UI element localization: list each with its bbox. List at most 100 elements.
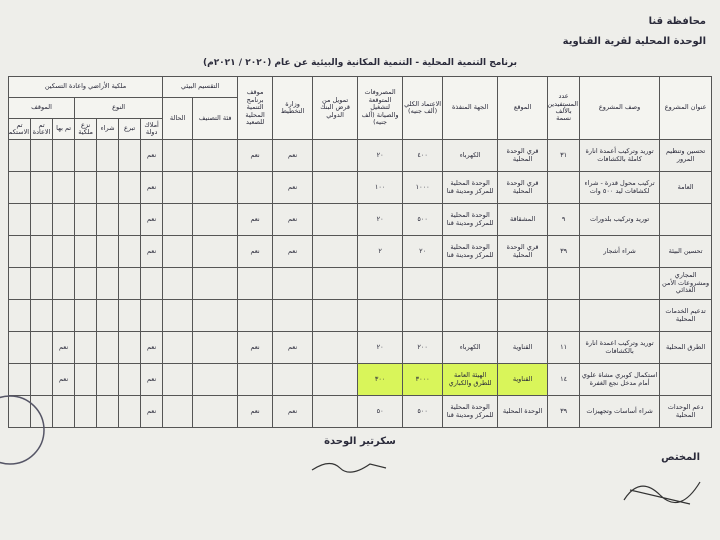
cell: استكمال كوبري مشاة علوي أمام مدخل نجع ال…: [579, 363, 661, 396]
cell: نعم: [140, 139, 164, 172]
cell: نعم: [140, 203, 164, 236]
cell: [74, 331, 98, 364]
cell: [52, 171, 76, 204]
cell: ٣٠٠: [357, 363, 404, 396]
cell: [237, 171, 274, 204]
cell: القناوية: [497, 331, 549, 364]
cell: توريد وتركيب بلدورات: [579, 203, 661, 236]
cell: [74, 235, 98, 268]
cell: نعم: [237, 395, 274, 428]
cell: ٣٩: [547, 395, 581, 428]
cell: [30, 395, 54, 428]
cell: [192, 235, 239, 268]
cell: نعم: [140, 363, 164, 396]
cell: نعم: [237, 235, 274, 268]
cell: [162, 139, 194, 172]
cell: [192, 203, 239, 236]
cell: [7, 203, 32, 236]
cell: [74, 203, 98, 236]
table-row: دعم الوحدات المحلية شراء أساسات وتجهيزات ٣…: [7, 395, 713, 428]
table-body: تحسين وتنظيم المرور توريد وتركيب أعمدة ان…: [7, 139, 713, 428]
column-header: الجهة المنفذة: [442, 76, 499, 140]
column-header: الحالة: [162, 97, 194, 140]
cell: قري الوحدة المحلية: [497, 139, 549, 172]
cell: [659, 363, 713, 396]
cell: شراء أساسات وتجهيزات: [579, 395, 661, 428]
cell: ٢٠: [357, 331, 404, 364]
cell: [312, 235, 359, 268]
cell: المجاري ومشروعات الأمن الغذائي: [659, 267, 713, 300]
stamp: [0, 395, 45, 465]
cell: ٣٩: [547, 235, 581, 268]
table-header: عنوان المشروع وصف المشروع عدد المستفيدين…: [7, 76, 713, 140]
cell: [118, 139, 142, 172]
cell: دعم الوحدات المحلية: [659, 395, 713, 428]
cell: [162, 267, 194, 300]
cell: [52, 203, 76, 236]
cell: نعم: [140, 395, 164, 428]
cell: [192, 395, 239, 428]
cell: نعم: [52, 331, 76, 364]
cell: تحسين البيئة: [659, 235, 713, 268]
cell: ٢٠: [357, 203, 404, 236]
cell: ٢: [357, 235, 404, 268]
cell: [118, 235, 142, 268]
cell: تدعيم الخدمات المحلية: [659, 299, 713, 332]
signature: [623, 481, 701, 505]
cell: [7, 395, 32, 428]
cell: الهيئة العامة للطرق والكباري: [442, 363, 499, 396]
cell: [402, 267, 444, 300]
cell: [357, 299, 404, 332]
cell: نعم: [237, 139, 274, 172]
cell: نعم: [272, 235, 314, 268]
official-label: المختص: [661, 452, 700, 463]
cell: ٢٠: [402, 235, 444, 268]
cell: [162, 203, 194, 236]
cell: [579, 299, 661, 332]
column-header: وصف المشروع: [579, 76, 661, 140]
group-header: الموقف: [7, 97, 76, 119]
cell: ٩: [547, 203, 581, 236]
cell: ٥٠٠: [402, 395, 444, 428]
signature: [311, 462, 387, 473]
table-row: تحسين وتنظيم المرور توريد وتركيب أعمدة ان…: [7, 139, 713, 172]
cell: [312, 395, 359, 428]
cell: القناوية: [497, 363, 549, 396]
cell: نعم: [272, 139, 314, 172]
cell: [74, 139, 98, 172]
cell: [96, 139, 120, 172]
cell: [52, 235, 76, 268]
cell: ١١: [547, 331, 581, 364]
cell: [192, 267, 239, 300]
cell: نعم: [52, 363, 76, 396]
column-header: فئة التصنيف: [192, 97, 239, 140]
projects-table: عنوان المشروع وصف المشروع عدد المستفيدين…: [7, 76, 713, 428]
cell: [547, 267, 581, 300]
cell: [30, 203, 54, 236]
cell: [312, 139, 359, 172]
cell: [579, 267, 661, 300]
cell: [118, 171, 142, 204]
cell: [442, 267, 499, 300]
cell: [118, 299, 142, 332]
cell: نعم: [272, 331, 314, 364]
cell: [162, 363, 194, 396]
cell: [118, 331, 142, 364]
cell: [7, 331, 32, 364]
cell: [30, 139, 54, 172]
cell: [192, 363, 239, 396]
cell: [192, 171, 239, 204]
cell: [96, 363, 120, 396]
column-header: وزارة التخطيط: [272, 76, 314, 140]
cell: [7, 299, 32, 332]
cell: [30, 171, 54, 204]
cell: [312, 267, 359, 300]
cell: [140, 267, 164, 300]
cell: [312, 171, 359, 204]
cell: الوحدة المحلية للمركز ومدينة قنا: [442, 395, 499, 428]
cell: توريد وتركيب أعمدة انارة كاملة بالكشافات: [579, 139, 661, 172]
cell: نعم: [272, 203, 314, 236]
table-row: استكمال كوبري مشاة علوي أمام مدخل نجع ال…: [7, 363, 713, 396]
cell: [30, 331, 54, 364]
cell: [52, 267, 76, 300]
